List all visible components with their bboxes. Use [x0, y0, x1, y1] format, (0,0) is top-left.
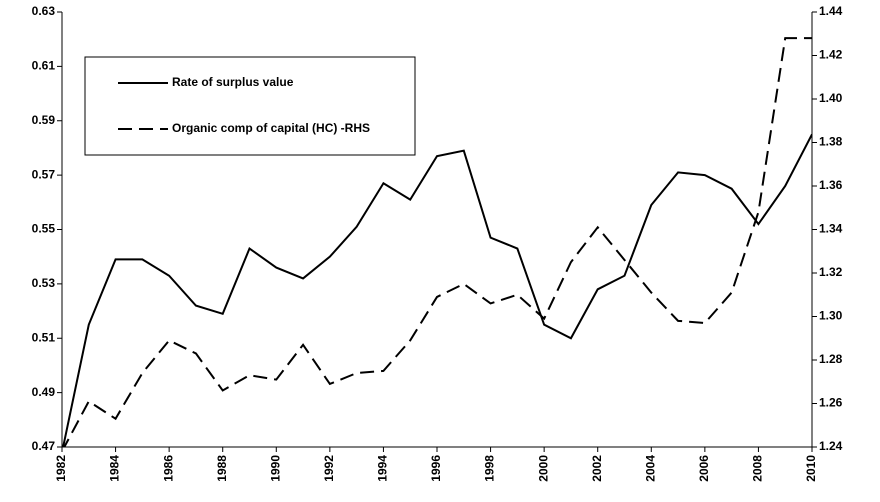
y2-tick-label: 1.34: [819, 222, 843, 236]
y-tick-label: 0.53: [32, 276, 56, 290]
legend-label: Rate of surplus value: [172, 75, 294, 89]
y2-tick-label: 1.38: [819, 135, 843, 149]
legend-box: [84, 56, 416, 156]
x-tick-label: 1992: [322, 455, 336, 482]
plot-area: [62, 37, 812, 447]
x-tick-label: 1996: [429, 455, 443, 482]
y2-tick-label: 1.30: [819, 309, 843, 323]
x-tick-label: 1988: [215, 455, 229, 482]
x-tick-label: 2008: [751, 455, 765, 482]
x-tick-label: 1998: [483, 455, 497, 482]
y-tick-label: 0.51: [32, 330, 56, 344]
x-tick-label: 1984: [108, 455, 122, 482]
x-tick-label: 2004: [643, 455, 657, 482]
series-line: [62, 133, 812, 447]
y-tick-label: 0.47: [32, 439, 56, 453]
y-tick-label: 0.57: [32, 167, 56, 181]
x-tick-label: 2000: [536, 455, 550, 482]
x-tick-label: 1986: [161, 455, 175, 482]
y2-tick-label: 1.40: [819, 91, 843, 105]
x-tick-label: 1982: [54, 455, 68, 482]
y2-tick-label: 1.28: [819, 352, 843, 366]
legend-label: Organic comp of capital (HC) -RHS: [172, 121, 370, 135]
series-line: [63, 37, 812, 447]
y2-tick-label: 1.42: [819, 48, 843, 62]
x-tick-label: 1990: [268, 455, 282, 482]
y-tick-label: 0.61: [32, 59, 56, 73]
y-tick-label: 0.55: [32, 222, 56, 236]
x-tick-label: 2006: [697, 455, 711, 482]
x-tick-label: 2002: [590, 455, 604, 482]
x-tick-label: 1994: [376, 455, 390, 482]
y2-tick-label: 1.24: [819, 439, 843, 453]
y-tick-label: 0.59: [32, 113, 56, 127]
y2-tick-label: 1.26: [819, 396, 843, 410]
y-tick-label: 0.49: [32, 385, 56, 399]
x-tick-label: 2010: [804, 455, 818, 482]
y2-tick-label: 1.36: [819, 178, 843, 192]
y-tick-label: 0.63: [32, 4, 56, 18]
y2-tick-label: 1.44: [819, 4, 843, 18]
y2-tick-label: 1.32: [819, 265, 843, 279]
